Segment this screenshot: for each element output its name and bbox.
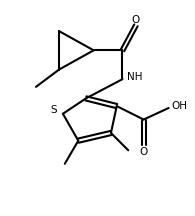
Text: OH: OH	[172, 101, 188, 111]
Text: O: O	[132, 14, 140, 25]
Text: O: O	[139, 147, 148, 157]
Text: S: S	[51, 105, 57, 115]
Text: NH: NH	[127, 72, 143, 82]
